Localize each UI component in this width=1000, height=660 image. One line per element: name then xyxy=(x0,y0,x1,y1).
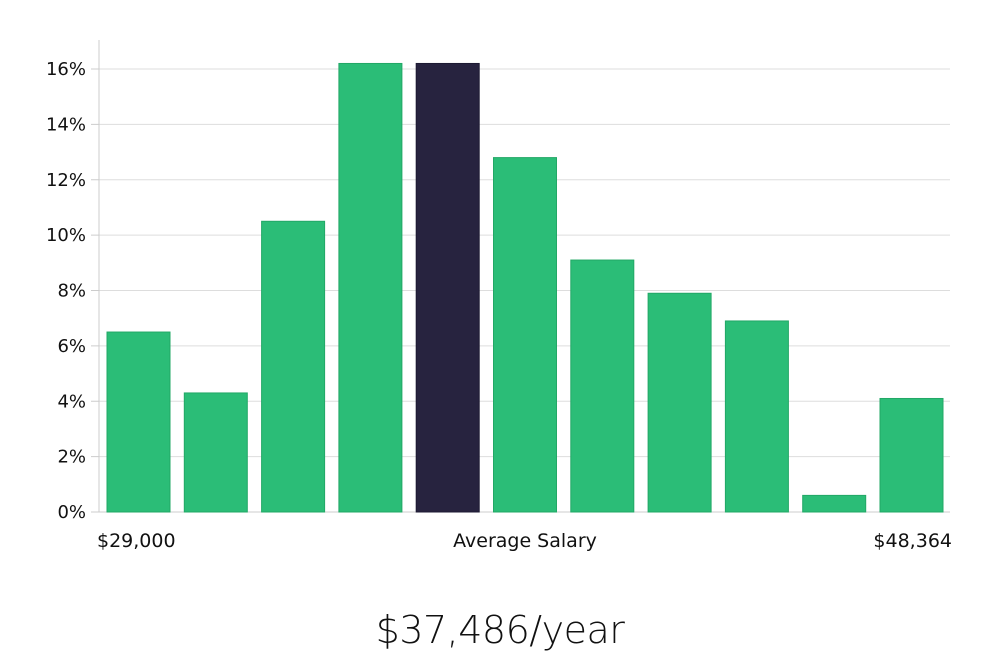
bar xyxy=(493,157,557,513)
bar-highlighted xyxy=(415,62,480,513)
bar xyxy=(647,292,712,513)
y-tick-label: 4% xyxy=(57,391,86,412)
bar xyxy=(570,259,635,513)
y-axis-ticks: 0% 2% 4% 6% 8% 10% 12% 14% 16% xyxy=(46,59,99,523)
bar xyxy=(183,392,248,513)
x-start-label: $29,000 xyxy=(97,530,176,552)
bar xyxy=(106,331,171,513)
y-tick-label: 6% xyxy=(57,336,86,357)
x-end-label: $48,364 xyxy=(873,530,952,552)
y-tick-label: 2% xyxy=(57,447,86,468)
bar xyxy=(879,397,944,513)
bars xyxy=(106,62,944,513)
bar xyxy=(261,220,326,513)
y-tick-label: 10% xyxy=(46,225,86,246)
average-salary-headline: $37,486/year xyxy=(375,608,625,652)
y-tick-label: 14% xyxy=(46,114,86,135)
y-tick-label: 12% xyxy=(46,170,86,191)
x-axis-title: Average Salary xyxy=(453,530,597,552)
y-tick-label: 0% xyxy=(57,502,86,523)
y-tick-label: 16% xyxy=(46,59,86,80)
bar xyxy=(802,494,867,513)
bar xyxy=(724,320,789,513)
salary-histogram-chart: 0% 2% 4% 6% 8% 10% 12% 14% 16% $29,000 Average S… xyxy=(46,40,952,552)
bar xyxy=(338,62,403,513)
y-tick-label: 8% xyxy=(57,281,86,302)
